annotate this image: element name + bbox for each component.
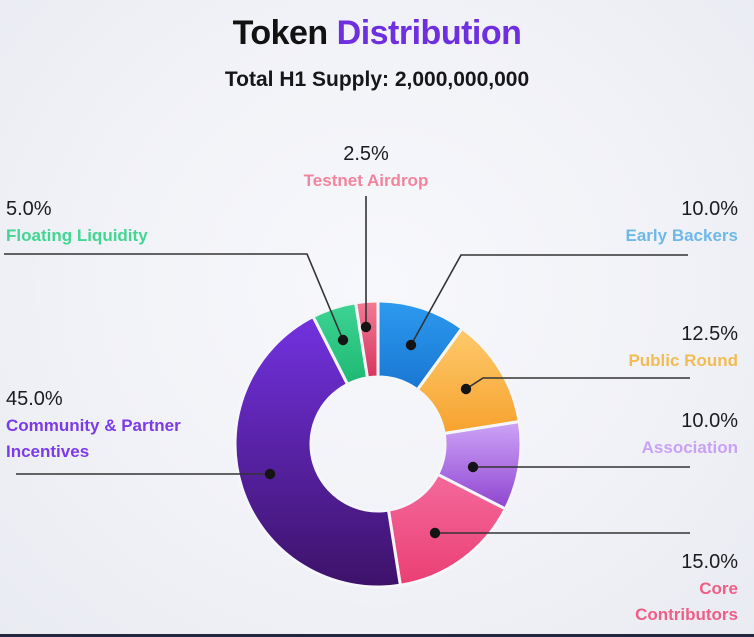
name-testnet-airdrop: Testnet Airdrop — [303, 171, 429, 190]
title-accent: Distribution — [336, 14, 522, 52]
name-early-backers: Early Backers — [625, 226, 738, 245]
total-supply-subtitle: Total H1 Supply: 2,000,000,000 — [224, 68, 530, 91]
leader-dot-floating-liquidity — [337, 334, 349, 346]
leader-dot-public-round — [460, 383, 472, 395]
label-community-partner-incentives: 45.0% Community & Partner Incentives — [6, 386, 196, 465]
label-core-contributors: 15.0% Core Contributors — [612, 549, 738, 628]
percent-floating-liquidity: 5.0% — [6, 198, 52, 220]
leader-line-public-round — [465, 377, 690, 390]
percent-association: 10.0% — [681, 410, 738, 432]
percent-community-partner-incentives: 45.0% — [6, 388, 63, 410]
label-association: 10.0% Association — [642, 408, 738, 461]
leader-line-early-backers — [410, 254, 688, 346]
leader-dot-core-contributors — [429, 527, 441, 539]
leader-dot-community-partner-incentives — [264, 468, 276, 480]
percent-early-backers: 10.0% — [681, 198, 738, 220]
name-community-partner-incentives: Community & Partner Incentives — [6, 416, 181, 461]
name-core-contributors: Core Contributors — [635, 579, 738, 624]
leader-dot-early-backers — [405, 339, 417, 351]
percent-core-contributors: 15.0% — [681, 551, 738, 573]
segment-community-partner-incentives — [233, 315, 402, 589]
label-testnet-airdrop: 2.5% Testnet Airdrop — [298, 141, 434, 194]
name-association: Association — [641, 438, 738, 457]
label-public-round: 12.5% Public Round — [628, 321, 738, 374]
leader-dot-association — [467, 461, 479, 473]
label-early-backers: 10.0% Early Backers — [626, 196, 738, 249]
percent-public-round: 12.5% — [681, 323, 738, 345]
name-public-round: Public Round — [628, 351, 738, 370]
bottom-edge-bar — [0, 634, 754, 637]
page-title: Token Distribution — [0, 14, 754, 53]
label-floating-liquidity: 5.0% Floating Liquidity — [6, 196, 148, 249]
percent-testnet-airdrop: 2.5% — [343, 143, 389, 165]
title-primary: Token — [232, 14, 329, 52]
leader-dot-testnet-airdrop — [360, 321, 372, 333]
name-floating-liquidity: Floating Liquidity — [6, 226, 148, 245]
segment-testnet-airdrop — [354, 299, 380, 380]
leader-line-floating-liquidity — [4, 253, 344, 341]
